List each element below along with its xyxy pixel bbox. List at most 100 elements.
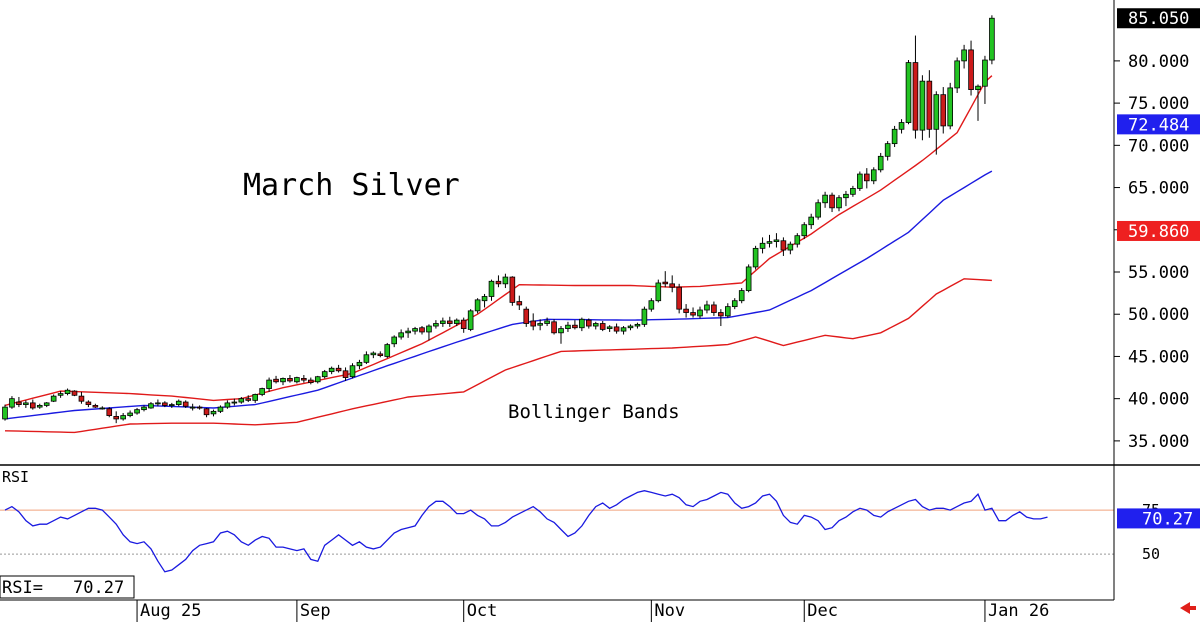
candle-body <box>342 370 349 378</box>
candle-body <box>891 128 898 145</box>
candle-body <box>877 155 884 171</box>
candle-body <box>766 241 773 244</box>
candle-body <box>175 400 182 405</box>
candle-body <box>738 290 745 302</box>
price-tick-label: 45.000 <box>1128 347 1189 367</box>
candle-body <box>127 412 133 416</box>
candle-body <box>982 59 988 87</box>
candle-body <box>405 330 411 334</box>
price-tick-label: 40.000 <box>1128 390 1189 410</box>
candle-body <box>23 402 29 405</box>
time-tick-label: Jan 26 <box>988 601 1049 621</box>
candle-body <box>2 406 8 420</box>
candle-body <box>92 405 99 408</box>
candle-body <box>155 402 161 405</box>
candle-body <box>294 377 300 383</box>
rsi-reference-line <box>0 509 1114 555</box>
time-tick-label: Dec <box>807 601 838 621</box>
candle-body <box>210 410 217 415</box>
bollinger-lower-band <box>4 278 992 434</box>
candle-body <box>502 276 509 285</box>
time-tick-label: Aug 25 <box>140 601 201 621</box>
candle-body <box>335 367 342 372</box>
chart-frame <box>0 0 1200 601</box>
candle-body <box>217 406 224 412</box>
candle-body <box>440 320 446 324</box>
candle-body <box>231 401 238 404</box>
candle-body <box>113 415 120 420</box>
candle-body <box>870 169 877 182</box>
candle-body <box>266 379 272 389</box>
candle-body <box>773 239 780 243</box>
candle-body <box>196 406 203 409</box>
price-marker-label: 85.050 <box>1128 9 1189 29</box>
candle-body <box>252 394 259 401</box>
candle-body <box>669 283 675 288</box>
candle-body <box>836 197 842 209</box>
candle-body <box>245 398 252 401</box>
candle-body <box>85 401 92 405</box>
candle-body <box>926 80 933 130</box>
candle-body <box>43 402 50 406</box>
candle-body <box>752 247 759 268</box>
price-marker-label: 72.484 <box>1128 115 1189 135</box>
candle-body <box>613 326 620 332</box>
candle-body <box>940 94 947 127</box>
price-tick-label: 65.000 <box>1128 179 1189 199</box>
candle-body <box>363 354 370 363</box>
candle-body <box>787 243 794 251</box>
price-marker-box <box>1117 8 1200 29</box>
candle-body <box>558 328 564 334</box>
candle-body <box>16 401 22 405</box>
candle-body <box>356 361 363 367</box>
price-tick-label: 80.000 <box>1128 52 1189 72</box>
candle-body <box>780 240 787 251</box>
candle-body <box>148 403 154 409</box>
candle-body <box>64 389 71 395</box>
candle-body <box>648 300 655 310</box>
candle-body <box>676 286 682 310</box>
candle-body <box>905 62 912 123</box>
candle-body <box>884 143 891 157</box>
candle-body <box>620 327 627 332</box>
candle-body <box>419 327 425 333</box>
candle-body <box>307 379 314 384</box>
candle-body <box>655 282 662 302</box>
candle-body <box>398 332 404 338</box>
candle-body <box>99 407 106 410</box>
candle-body <box>947 87 953 127</box>
rsi-readout-value: 70.27 <box>73 578 124 598</box>
candle-body <box>690 312 696 316</box>
candle-body <box>377 353 384 356</box>
candle-body <box>273 378 279 383</box>
candle-body <box>801 224 808 237</box>
candle-body <box>509 276 516 303</box>
rsi-title: RSI <box>2 468 29 486</box>
candle-body <box>968 49 974 90</box>
candle-body <box>975 85 981 90</box>
candle-body <box>745 266 752 291</box>
candle-body <box>426 325 432 333</box>
price-marker-label: 59.860 <box>1128 222 1189 242</box>
candle-body <box>565 324 571 329</box>
candle-body <box>544 320 550 324</box>
bollinger-bands-label: Bollinger Bands <box>508 401 680 423</box>
price-tick-label: 50.000 <box>1128 305 1189 325</box>
candle-body <box>29 402 36 409</box>
candle-body <box>453 319 460 324</box>
axes: 35.00040.00045.00050.00055.00060.00065.0… <box>136 8 1200 622</box>
time-tick-label: Nov <box>654 601 685 621</box>
candle-body <box>579 318 585 329</box>
candle-body <box>412 328 418 332</box>
candle-body <box>391 336 397 345</box>
chart-title: March Silver <box>243 168 460 203</box>
candle-body <box>912 62 919 131</box>
price-tick-label: 75.000 <box>1128 94 1189 114</box>
candle-body <box>954 60 960 89</box>
candle-body <box>864 173 870 182</box>
candle-body <box>530 320 536 327</box>
scroll-left-arrow-icon[interactable] <box>1180 602 1196 614</box>
candle-body <box>725 306 731 317</box>
candle-body <box>759 242 766 249</box>
